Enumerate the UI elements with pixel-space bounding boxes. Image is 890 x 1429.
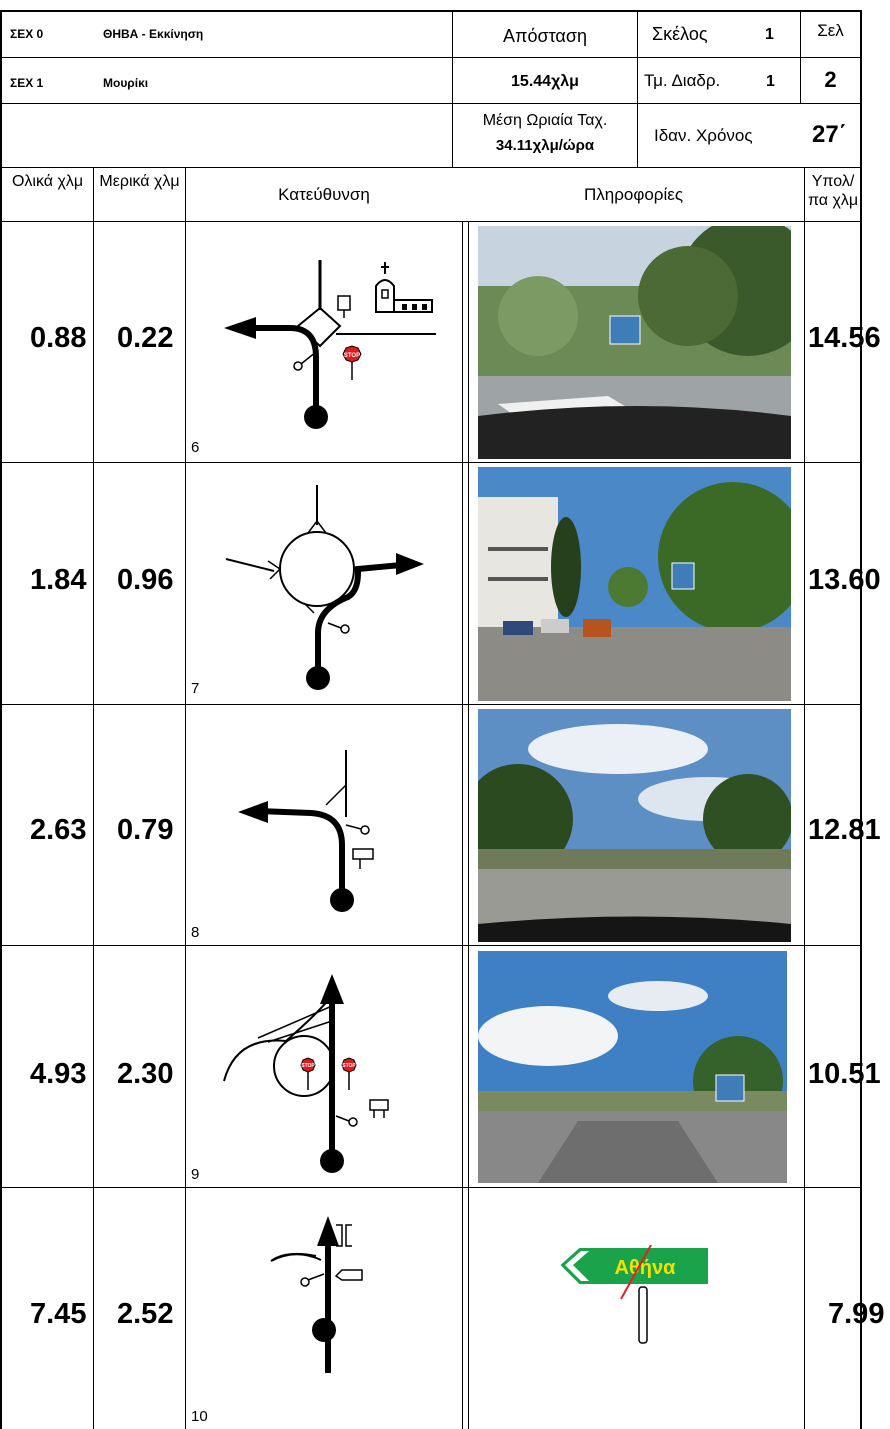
step-number: 8	[191, 924, 200, 941]
ideal-time-value: 27΄	[812, 121, 847, 148]
athina-direction-sign: Αθήνα	[555, 1245, 711, 1355]
col-total-km: Ολικά χλμ	[11, 173, 84, 190]
section-value: 1	[766, 73, 775, 90]
avg-speed-label: Μέση Ωριαία Ταχ.	[482, 112, 608, 129]
partial-km-value: 0.96	[117, 564, 174, 596]
col-direction: Κατεύθυνση	[278, 185, 370, 204]
road-photo	[478, 226, 791, 459]
remaining-km-value: 10.51	[808, 1058, 881, 1090]
step-number: 9	[191, 1166, 200, 1183]
total-km-value: 2.63	[30, 814, 87, 846]
route-diagram	[186, 1188, 462, 1429]
partial-km-value: 0.79	[117, 814, 174, 846]
road-photo	[478, 709, 791, 942]
sex1-name: Μουρίκι	[103, 76, 149, 90]
avg-speed-value: 34.11χλμ/ώρα	[495, 137, 595, 154]
route-diagram: STOP	[186, 222, 462, 462]
leg-label: Σκέλος	[652, 24, 708, 44]
route-diagram: STOP STOP	[186, 946, 462, 1187]
ideal-time-label: Ιδαν. Χρόνος	[654, 126, 753, 145]
athina-sign-label: Αθήνα	[615, 1257, 677, 1279]
remaining-km-value: 12.81	[808, 814, 881, 846]
partial-km-value: 0.22	[117, 322, 174, 354]
total-km-value: 7.45	[30, 1298, 87, 1330]
remaining-km-value: 7.99	[828, 1298, 885, 1330]
remaining-km-value: 13.60	[808, 564, 881, 596]
route-diagram	[186, 705, 462, 945]
total-km-value: 4.93	[30, 1058, 87, 1090]
total-km-value: 1.84	[30, 564, 87, 596]
total-km-value: 0.88	[30, 322, 87, 354]
step-number: 10	[191, 1408, 208, 1425]
sex1-label: ΣΕΧ 1	[10, 76, 44, 90]
col-partial-km: Μερικά χλμ	[99, 173, 180, 190]
distance-value: 15.44χλμ	[511, 73, 579, 90]
section-label: Τμ. Διαδρ.	[644, 71, 721, 90]
stop-sign-label: STOP	[301, 1063, 315, 1069]
distance-label: Απόσταση	[503, 26, 587, 46]
leg-value: 1	[765, 26, 774, 43]
sex0-name: ΘΗΒΑ - Εκκίνηση	[103, 27, 204, 41]
col-remaining-km: Υπολ/πα χλμ	[807, 173, 859, 209]
step-number: 7	[191, 680, 200, 697]
road-photo	[478, 467, 791, 701]
page-value: 2	[824, 67, 837, 92]
route-diagram	[186, 463, 462, 704]
col-info: Πληροφορίες	[583, 185, 684, 204]
remaining-km-value: 14.56	[808, 322, 881, 354]
partial-km-value: 2.52	[117, 1298, 174, 1330]
road-photo	[478, 951, 787, 1183]
sex0-label: ΣΕΧ 0	[10, 27, 44, 41]
partial-km-value: 2.30	[117, 1058, 174, 1090]
stop-sign-label: STOP	[342, 1063, 356, 1069]
stop-sign-label: STOP	[344, 353, 360, 359]
page-label: Σελ	[817, 21, 844, 40]
step-number: 6	[191, 439, 200, 456]
